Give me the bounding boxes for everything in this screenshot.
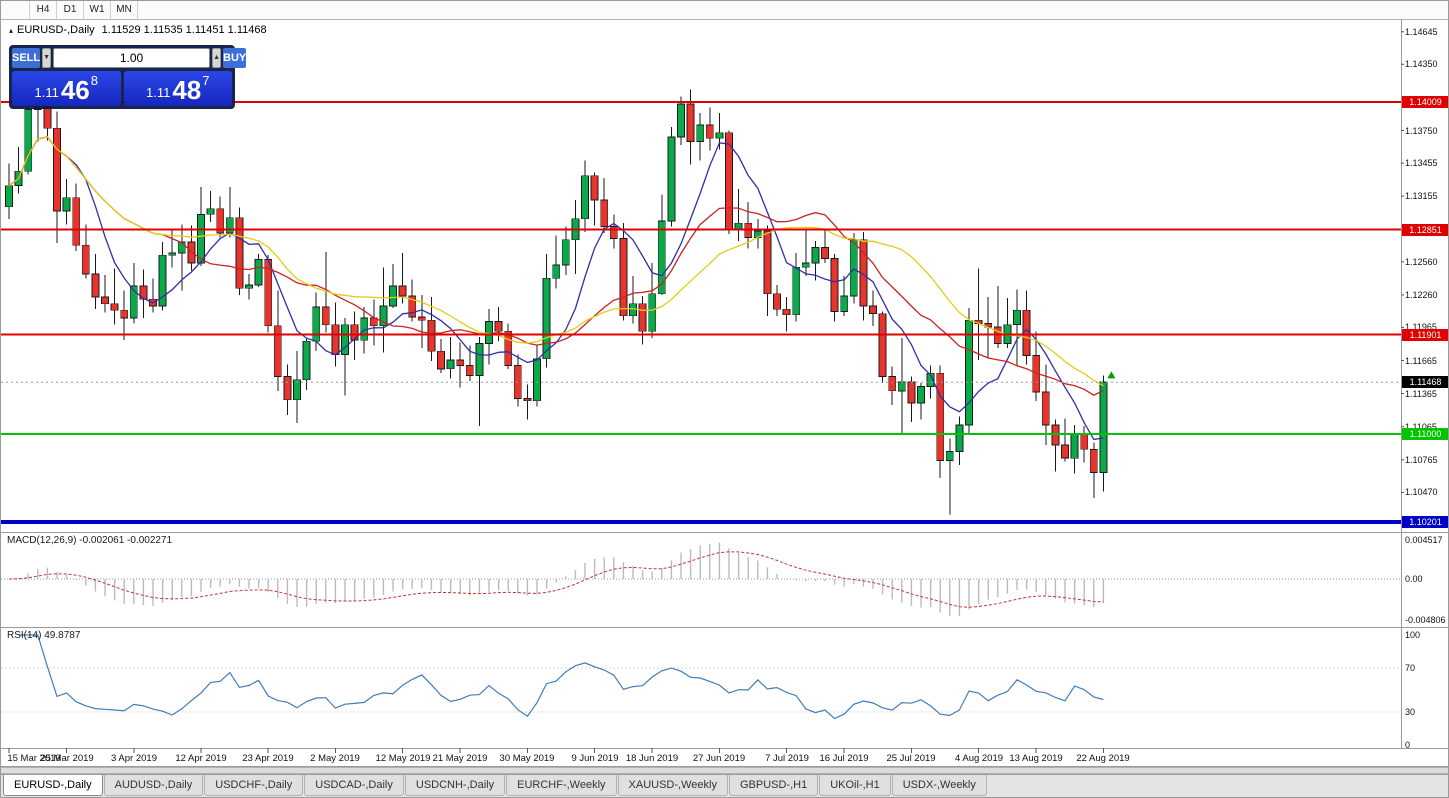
date-label: 7 Jul 2019 [765,753,809,764]
timeframe-w1[interactable]: W1 [84,1,111,19]
date-label: 18 Jun 2019 [625,753,679,764]
buy-price-sup: 7 [202,73,210,88]
macd-indicator-title: MACD(12,26,9) -0.002061 -0.002271 [7,535,173,546]
sell-price-prefix: 1.11 [34,85,59,100]
buy-price-big: 48 [172,75,202,105]
last-price-badge: 1.11468 [1402,376,1448,388]
price-axis-label: 1.14645 [1405,27,1438,37]
price-axis-label: 1.12560 [1405,257,1438,267]
tab-gbpusd-h1[interactable]: GBPUSD-,H1 [728,775,819,796]
chart-symbol-label: EURUSD-,Daily [17,24,95,36]
trade-panel-controls: SELL ▼ ▲ BUY [12,48,247,68]
chart-ohlc-values: 1.11529 1.11535 1.11451 1.11468 [101,24,267,36]
price-axis-label: 1.11365 [1405,389,1437,399]
timeframe-toolbar: H4 D1 W1 MN [1,1,1448,20]
trade-panel-prices: 1.11 46 8 1.11 48 7 [12,71,232,106]
buy-button[interactable]: BUY [223,48,247,68]
chart-title: ▴ EURUSD-,Daily 1.11529 1.11535 1.11451 1.… [9,24,267,36]
price-axis-label: 1.10765 [1405,455,1438,465]
price-axis-label: 1.10470 [1405,487,1438,497]
buy-price-button[interactable]: 1.11 48 7 [123,71,232,106]
date-label: 2 May 2019 [310,753,360,764]
rsi-axis-label: 70 [1405,663,1416,673]
timeframe-h4[interactable]: H4 [30,1,57,19]
date-label: 12 May 2019 [375,753,431,764]
date-label: 30 May 2019 [499,753,555,764]
date-label: 16 Jul 2019 [819,753,869,764]
price-axis-label: 1.12260 [1405,290,1438,300]
price-level-badge: 1.14009 [1402,96,1448,108]
date-label: 15 Mar 2019 [7,753,61,764]
macd-axis-label: -0.004806 [1405,615,1446,625]
price-level-badge: 1.12851 [1402,224,1448,236]
tab-usdcad-daily[interactable]: USDCAD-,Daily [304,775,404,796]
lot-decrease-button[interactable]: ▼ [42,48,52,68]
buy-price-prefix: 1.11 [146,85,171,100]
lot-size-input[interactable] [53,48,211,68]
price-up-arrow-icon [1107,371,1116,379]
moving-average-line [8,136,1104,396]
tab-xauusd-weekly[interactable]: XAUUSD-,Weekly [617,775,728,796]
tab-usdx-weekly[interactable]: USDX-,Weekly [891,775,987,796]
chevron-up-icon: ▲ [213,54,220,61]
price-axis-label: 1.13155 [1405,191,1438,201]
tab-eurusd-daily[interactable]: EURUSD-,Daily [3,775,103,796]
price-axis-label: 1.11065 [1405,422,1437,432]
lot-increase-button[interactable]: ▲ [212,48,221,68]
sell-price-button[interactable]: 1.11 46 8 [12,71,121,106]
date-label: 22 Aug 2019 [1076,753,1130,764]
date-label: 13 Aug 2019 [1009,753,1063,764]
tab-usdchf-daily[interactable]: USDCHF-,Daily [204,775,304,796]
date-label: 25 Jul 2019 [886,753,936,764]
sell-button[interactable]: SELL [12,48,41,68]
chart-title-icon: ▴ [9,26,14,35]
macd-axis-label: 0.004517 [1405,535,1443,545]
date-label: 3 Apr 2019 [111,753,157,764]
price-axis-label: 1.13455 [1405,158,1438,168]
timeframe-button-group: H4 D1 W1 MN [29,1,138,19]
date-label: 21 May 2019 [432,753,488,764]
rsi-indicator-title: RSI(14) 49.8787 [7,630,81,641]
price-axis-label: 1.14350 [1405,59,1438,69]
timeframe-mn[interactable]: MN [111,1,138,19]
price-level-badge: 1.10201 [1402,516,1448,528]
macd-axis-label: 0.00 [1405,574,1423,584]
date-label: 12 Apr 2019 [175,753,227,764]
sell-price-sup: 8 [90,73,98,88]
price-axis-label: 1.13750 [1405,126,1438,136]
price-axis-label: 1.11965 [1405,322,1437,332]
sell-price-big: 46 [60,75,90,105]
macd-signal-line [8,551,1104,608]
rsi-line [18,634,1104,720]
rsi-axis-label: 100 [1405,630,1421,640]
chart-tab-bar: EURUSD-,Daily AUDUSD-,Daily USDCHF-,Daily U… [1,774,1448,797]
tab-usdcnh-daily[interactable]: USDCNH-,Daily [404,775,506,796]
tab-audusd-daily[interactable]: AUDUSD-,Daily [103,775,204,796]
date-label: 25 Mar 2019 [40,753,94,764]
price-level-badge: 1.11901 [1402,329,1448,341]
tab-ukoil-h1[interactable]: UKOil-,H1 [819,775,891,796]
rsi-axis-label: 30 [1405,707,1416,717]
chevron-down-icon: ▼ [43,54,51,61]
date-label: 27 Jun 2019 [692,753,746,764]
date-label: 23 Apr 2019 [242,753,294,764]
horizontal-scrollbar[interactable] [1,767,1448,774]
price-axis-label: 1.11665 [1405,356,1437,366]
date-label: 4 Aug 2019 [954,753,1004,764]
date-label: 9 Jun 2019 [571,753,619,764]
rsi-axis-label: 0 [1405,740,1411,750]
timeframe-d1[interactable]: D1 [57,1,84,19]
tab-eurchf-weekly[interactable]: EURCHF-,Weekly [506,775,617,796]
price-level-badge: 1.11000 [1402,428,1448,440]
